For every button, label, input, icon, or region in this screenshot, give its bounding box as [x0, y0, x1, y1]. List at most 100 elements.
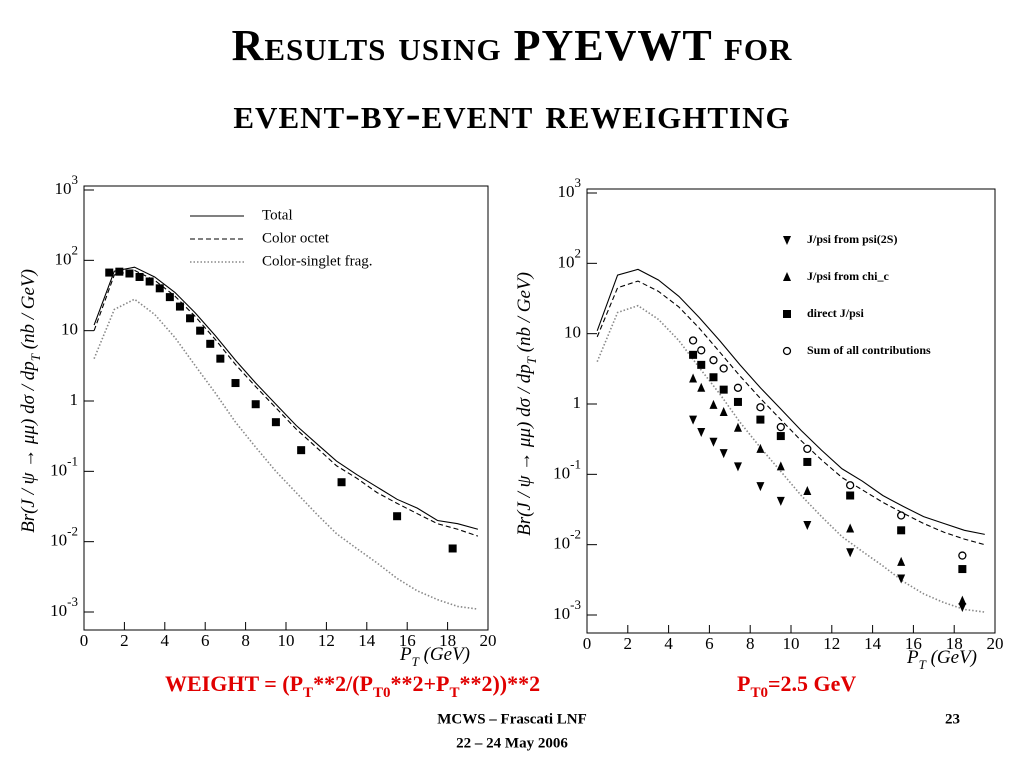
y-tick-label: 10-3 — [553, 597, 581, 623]
marker-triangle-up — [803, 485, 812, 495]
marker-triangle-down — [783, 236, 791, 245]
weight-formula-part: **2))**2 — [459, 671, 540, 696]
marker-circle — [776, 422, 785, 432]
curve — [93, 269, 479, 537]
x-tick-label: 20 — [480, 631, 497, 650]
marker-square — [776, 432, 785, 441]
pt0-parameter-part: =2.5 GeV — [768, 671, 856, 696]
x-axis-title-part: T — [919, 657, 927, 672]
marker-circle — [733, 383, 743, 392]
x-tick-label: 12 — [318, 631, 335, 650]
x-axis-title-part: (GeV) — [419, 644, 470, 665]
y-axis-title-part: (nb / GeV) — [18, 269, 39, 354]
marker-square — [125, 269, 134, 278]
weight-formula-part: **2/(P — [313, 671, 373, 696]
y-axis-title: Br(J / ψ → μμ) dσ / dpT (nb / GeV) — [18, 269, 43, 533]
x-tick-label: 2 — [624, 634, 633, 653]
y-tick-label: 10-2 — [50, 524, 78, 550]
y-tick-label: 103 — [55, 172, 79, 198]
marker-triangle-down — [776, 496, 785, 506]
y-tick-label: 10-1 — [50, 453, 78, 479]
x-tick-label: 6 — [201, 631, 210, 650]
y-axis-title: Br(J / ψ → μμ) dσ / dpT (nb / GeV) — [514, 272, 539, 536]
y-tick-label: 1 — [70, 390, 79, 409]
x-tick-label: 20 — [987, 634, 1004, 653]
marker-triangle-up — [709, 399, 718, 409]
weight-formula-part: WEIGHT = (P — [165, 671, 303, 696]
marker-circle — [688, 336, 698, 345]
x-tick-label: 10 — [783, 634, 800, 653]
marker-square — [297, 446, 306, 455]
marker-square — [733, 397, 742, 406]
marker-square — [186, 314, 195, 323]
marker-triangle-up — [783, 272, 791, 281]
marker-square — [897, 526, 906, 535]
marker-triangle-down — [697, 427, 706, 437]
marker-square — [846, 491, 855, 500]
slide-title: event-by-event reweighting — [233, 89, 790, 138]
marker-square — [135, 272, 144, 281]
marker-square — [756, 415, 765, 424]
x-tick-label: 8 — [241, 631, 250, 650]
marker-triangle-down — [803, 521, 812, 531]
marker-square — [105, 268, 114, 277]
marker-square — [719, 385, 728, 394]
y-tick-label: 10-2 — [553, 527, 581, 553]
marker-square — [155, 284, 164, 293]
marker-square — [393, 512, 402, 521]
y-tick-label: 10 — [564, 323, 581, 342]
weight-formula: WEIGHT = (PT**2/(PT0**2+PT**2))**2 — [165, 671, 540, 701]
weight-formula-part: T0 — [373, 685, 391, 701]
y-tick-label: 102 — [55, 242, 79, 268]
legend-label: direct J/psi — [807, 306, 864, 320]
marker-circle — [897, 511, 906, 520]
x-tick-label: 14 — [864, 634, 882, 653]
x-tick-label: 0 — [80, 631, 89, 650]
marker-square — [115, 267, 124, 276]
marker-square — [145, 277, 154, 286]
marker-square — [783, 310, 791, 318]
legend-label: Total — [262, 207, 293, 223]
y-tick-label: 10-1 — [553, 456, 581, 482]
footer-venue: MCWS – Frascati LNF — [437, 711, 587, 727]
marker-circle — [846, 481, 855, 490]
curve — [596, 280, 985, 546]
marker-triangle-down — [846, 548, 855, 558]
marker-circle — [958, 551, 967, 560]
x-axis-title-part: (GeV) — [926, 647, 977, 668]
marker-square — [251, 400, 260, 409]
x-tick-label: 14 — [358, 631, 376, 650]
x-tick-label: 18 — [946, 634, 963, 653]
y-tick-label: 1 — [573, 393, 582, 412]
marker-triangle-down — [733, 462, 742, 472]
pt0-parameter: PT0=2.5 GeV — [737, 671, 856, 701]
y-tick-label: 103 — [558, 175, 582, 201]
marker-triangle-down — [719, 449, 728, 459]
pt0-parameter-part: T0 — [750, 685, 768, 701]
marker-circle — [803, 444, 812, 454]
weight-formula-part: **2+P — [390, 671, 449, 696]
y-axis-title-part: (nb / GeV) — [514, 272, 535, 357]
marker-circle — [719, 364, 728, 373]
marker-square — [175, 302, 184, 311]
marker-square — [337, 478, 346, 487]
y-tick-label: 102 — [558, 245, 582, 271]
marker-square — [448, 544, 457, 553]
x-tick-label: 10 — [278, 631, 295, 650]
x-tick-label: 12 — [823, 634, 840, 653]
legend-label: Color-singlet frag. — [262, 253, 373, 269]
y-axis-title-part: T — [524, 356, 539, 364]
weight-formula-part: T — [303, 685, 313, 701]
x-axis-title-part: P — [399, 644, 412, 665]
marker-square — [709, 373, 718, 382]
marker-circle — [709, 356, 718, 365]
x-tick-label: 8 — [746, 634, 755, 653]
y-axis-title-part: T — [28, 353, 43, 361]
y-tick-label: 10 — [61, 320, 78, 339]
marker-triangle-up — [719, 406, 728, 416]
marker-triangle-down — [689, 415, 698, 425]
legend-label: J/psi from chi_c — [807, 269, 889, 283]
legend-label: Color octet — [262, 230, 330, 246]
legend-label: Sum of all contributions — [807, 343, 931, 357]
marker-circle — [782, 346, 792, 356]
